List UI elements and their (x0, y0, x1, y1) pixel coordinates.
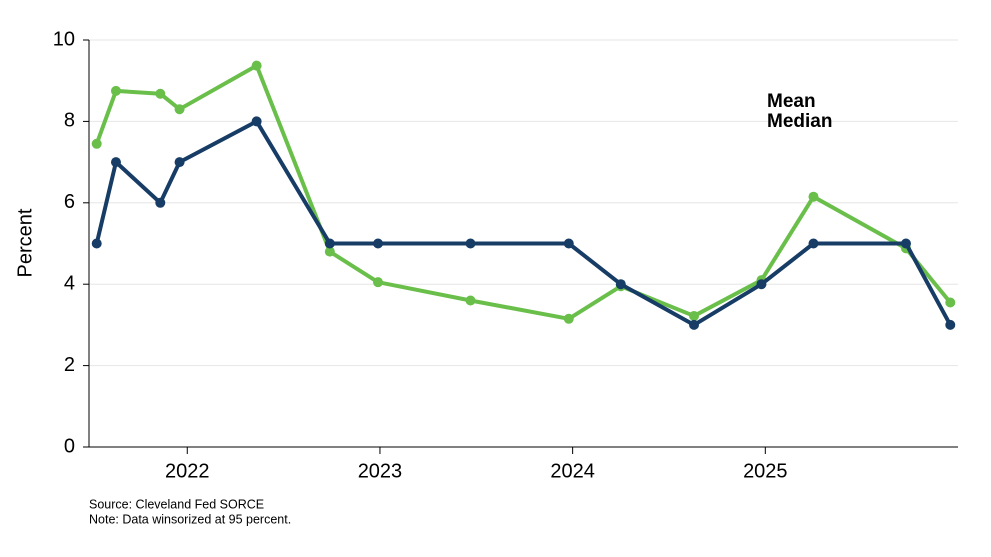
point (324, 238, 335, 249)
point (251, 60, 262, 71)
point (689, 310, 700, 321)
series-line (94, 63, 952, 321)
point (174, 157, 185, 168)
point (563, 313, 574, 324)
point (945, 319, 956, 330)
point (756, 279, 767, 290)
point (563, 238, 574, 249)
point (110, 85, 121, 96)
point (251, 116, 262, 127)
point (465, 295, 476, 306)
point (900, 238, 911, 249)
point (91, 138, 102, 149)
point (373, 277, 384, 288)
point (808, 191, 819, 202)
legend-entry: Median (767, 111, 832, 132)
point (808, 238, 819, 249)
point (373, 238, 384, 249)
point (155, 197, 166, 208)
y-axis-label: Percent (14, 208, 36, 277)
y-tick-label: 0 (64, 435, 75, 457)
y-tick-label: 6 (64, 191, 75, 213)
point (615, 279, 626, 290)
y-tick-label: 8 (64, 110, 75, 132)
x-tick-label: 2025 (743, 460, 788, 482)
x-tick-label: 2022 (165, 460, 210, 482)
x-tick-label: 2024 (550, 460, 595, 482)
source-note: Source: Cleveland Fed SORCE (89, 497, 264, 511)
y-tick-label: 4 (64, 272, 75, 294)
point (465, 238, 476, 249)
point (91, 238, 102, 249)
legend-entry: Mean (767, 91, 816, 112)
x-tick-label: 2023 (358, 460, 403, 482)
point (324, 246, 335, 257)
point (174, 104, 185, 115)
point (689, 319, 700, 330)
note: Note: Data winsorized at 95 percent. (89, 512, 291, 526)
y-tick-label: 2 (64, 354, 75, 376)
series-line (94, 119, 953, 327)
point (155, 88, 166, 99)
y-tick-label: 10 (53, 28, 75, 50)
point (945, 297, 956, 308)
point (110, 157, 121, 168)
